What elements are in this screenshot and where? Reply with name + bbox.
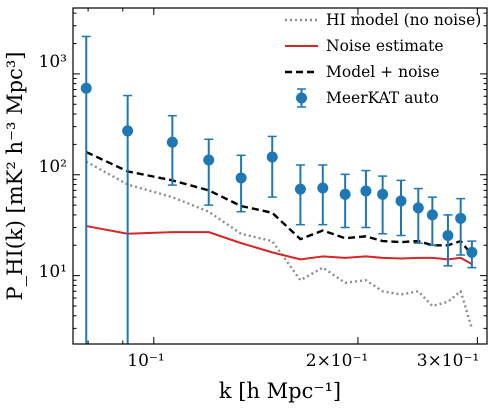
data-point	[426, 209, 438, 221]
data-point	[395, 195, 407, 207]
data-point	[266, 151, 278, 163]
legend-swatch-marker	[296, 92, 307, 104]
data-point	[166, 136, 178, 148]
data-point	[455, 212, 467, 224]
data-point	[339, 188, 351, 200]
data-point	[377, 188, 389, 200]
data-point	[317, 182, 329, 194]
legend-label: Model + noise	[326, 63, 440, 81]
x-axis-label: k [h Mpc⁻¹]	[219, 379, 341, 403]
data-point	[360, 185, 372, 197]
x-tick-label: 2×10⁻¹	[306, 351, 368, 371]
legend-label: Noise estimate	[326, 37, 444, 55]
data-point	[80, 82, 92, 94]
series-layer	[80, 35, 478, 344]
data-point	[203, 154, 215, 166]
plot-frame	[72, 7, 488, 345]
axis-ticks	[73, 8, 487, 344]
legend-label: HI model (no noise)	[326, 11, 481, 29]
data-point	[235, 172, 247, 184]
data-point	[466, 246, 478, 258]
y-tick-label: 10³	[39, 52, 67, 72]
y-tick-label: 10¹	[39, 262, 67, 282]
data-point	[122, 125, 134, 137]
data-point	[442, 229, 454, 241]
y-tick-label: 10²	[39, 157, 67, 177]
x-tick-label: 10⁻¹	[127, 351, 164, 371]
x-tick-label: 3×10⁻¹	[417, 351, 479, 371]
series-line-0	[85, 160, 474, 329]
data-point	[294, 183, 306, 195]
series-line-1	[86, 225, 473, 266]
data-point	[412, 202, 424, 214]
legend-label: MeerKAT auto	[326, 89, 439, 107]
legend: HI model (no noise) Noise estimate Model…	[285, 11, 481, 108]
series-line-2	[85, 150, 473, 256]
y-axis-label: P_HI(k) [mK² h⁻³ Mpc³]	[3, 52, 27, 301]
